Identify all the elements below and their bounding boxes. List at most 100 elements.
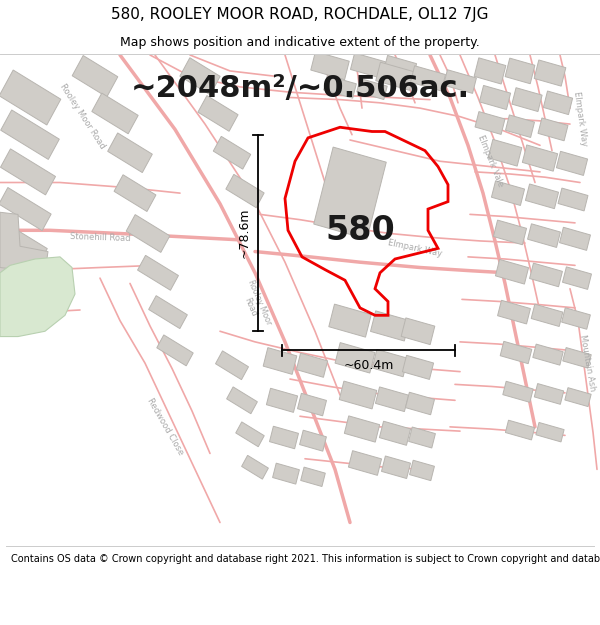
Polygon shape (1, 110, 59, 159)
Polygon shape (301, 467, 325, 486)
Text: Mountain Ash: Mountain Ash (578, 334, 596, 392)
Polygon shape (215, 351, 248, 379)
Polygon shape (534, 60, 566, 86)
Polygon shape (0, 70, 61, 125)
Polygon shape (409, 427, 436, 448)
Polygon shape (500, 341, 532, 364)
Polygon shape (272, 463, 299, 484)
Text: Elmpark Way: Elmpark Way (572, 91, 588, 147)
Polygon shape (0, 258, 44, 299)
Polygon shape (371, 311, 409, 341)
Polygon shape (563, 348, 591, 368)
Polygon shape (379, 421, 410, 445)
Polygon shape (475, 112, 505, 134)
Polygon shape (213, 136, 251, 169)
Polygon shape (376, 387, 409, 412)
Polygon shape (107, 133, 152, 172)
Polygon shape (534, 384, 564, 404)
Polygon shape (527, 224, 560, 248)
Polygon shape (563, 267, 592, 289)
Polygon shape (263, 348, 297, 374)
Polygon shape (382, 456, 410, 479)
Polygon shape (558, 188, 588, 211)
Text: Redwood Close: Redwood Close (145, 397, 185, 457)
Polygon shape (410, 66, 446, 91)
Polygon shape (474, 58, 506, 84)
Text: Map shows position and indicative extent of the property.: Map shows position and indicative extent… (120, 36, 480, 49)
Polygon shape (357, 79, 387, 99)
Polygon shape (526, 184, 559, 209)
Polygon shape (512, 88, 542, 111)
Polygon shape (506, 115, 535, 138)
Polygon shape (479, 86, 511, 109)
Polygon shape (126, 214, 170, 253)
Polygon shape (401, 318, 435, 344)
Text: 580: 580 (325, 214, 395, 247)
Polygon shape (311, 52, 349, 79)
Polygon shape (242, 456, 268, 479)
Polygon shape (496, 259, 529, 284)
Text: ~60.4m: ~60.4m (343, 359, 394, 372)
Text: Elmpark Vale: Elmpark Vale (476, 134, 505, 189)
Text: 580, ROOLEY MOOR ROAD, ROCHDALE, OL12 7JG: 580, ROOLEY MOOR ROAD, ROCHDALE, OL12 7J… (111, 8, 489, 22)
Polygon shape (0, 223, 47, 265)
Polygon shape (443, 70, 476, 93)
Polygon shape (344, 416, 380, 442)
Polygon shape (530, 263, 562, 287)
Polygon shape (335, 342, 375, 373)
Polygon shape (339, 381, 377, 409)
Polygon shape (149, 296, 187, 329)
Polygon shape (198, 96, 238, 131)
Polygon shape (72, 56, 118, 97)
Polygon shape (236, 422, 264, 447)
Polygon shape (383, 56, 416, 80)
Polygon shape (114, 175, 156, 211)
Polygon shape (329, 304, 371, 337)
Text: Elmpark Way: Elmpark Way (387, 238, 443, 259)
Polygon shape (92, 93, 138, 134)
Polygon shape (491, 181, 524, 206)
Polygon shape (157, 335, 193, 366)
Polygon shape (0, 213, 48, 272)
Polygon shape (503, 381, 533, 402)
Polygon shape (1, 149, 56, 195)
Polygon shape (227, 387, 257, 414)
Polygon shape (180, 58, 220, 95)
Polygon shape (0, 257, 75, 336)
Polygon shape (497, 300, 530, 324)
Text: Rooley Moor
Road: Rooley Moor Road (236, 279, 274, 331)
Polygon shape (314, 147, 386, 239)
Text: ~78.6m: ~78.6m (238, 208, 251, 258)
Polygon shape (226, 174, 264, 208)
Polygon shape (536, 422, 564, 442)
Polygon shape (298, 393, 326, 416)
Polygon shape (299, 430, 326, 451)
Polygon shape (137, 256, 178, 290)
Polygon shape (296, 353, 328, 377)
Text: ~2048m²/~0.506ac.: ~2048m²/~0.506ac. (130, 74, 470, 104)
Polygon shape (406, 392, 434, 415)
Polygon shape (410, 460, 434, 481)
Text: Stonehill Road: Stonehill Road (70, 232, 130, 243)
Polygon shape (531, 304, 563, 326)
Polygon shape (376, 62, 414, 90)
Polygon shape (562, 308, 590, 329)
Polygon shape (269, 426, 298, 449)
Polygon shape (372, 349, 408, 377)
Polygon shape (350, 53, 386, 78)
Polygon shape (488, 139, 522, 166)
Text: Contains OS data © Crown copyright and database right 2021. This information is : Contains OS data © Crown copyright and d… (11, 554, 600, 564)
Polygon shape (505, 420, 535, 440)
Polygon shape (505, 58, 535, 84)
Polygon shape (560, 228, 590, 251)
Polygon shape (403, 356, 434, 379)
Polygon shape (538, 118, 568, 141)
Text: Rooley Moor Road: Rooley Moor Road (58, 82, 106, 151)
Polygon shape (544, 91, 572, 114)
Polygon shape (533, 344, 563, 365)
Polygon shape (523, 145, 557, 171)
Polygon shape (266, 388, 298, 412)
Polygon shape (493, 220, 527, 245)
Polygon shape (556, 151, 587, 176)
Polygon shape (349, 451, 382, 476)
